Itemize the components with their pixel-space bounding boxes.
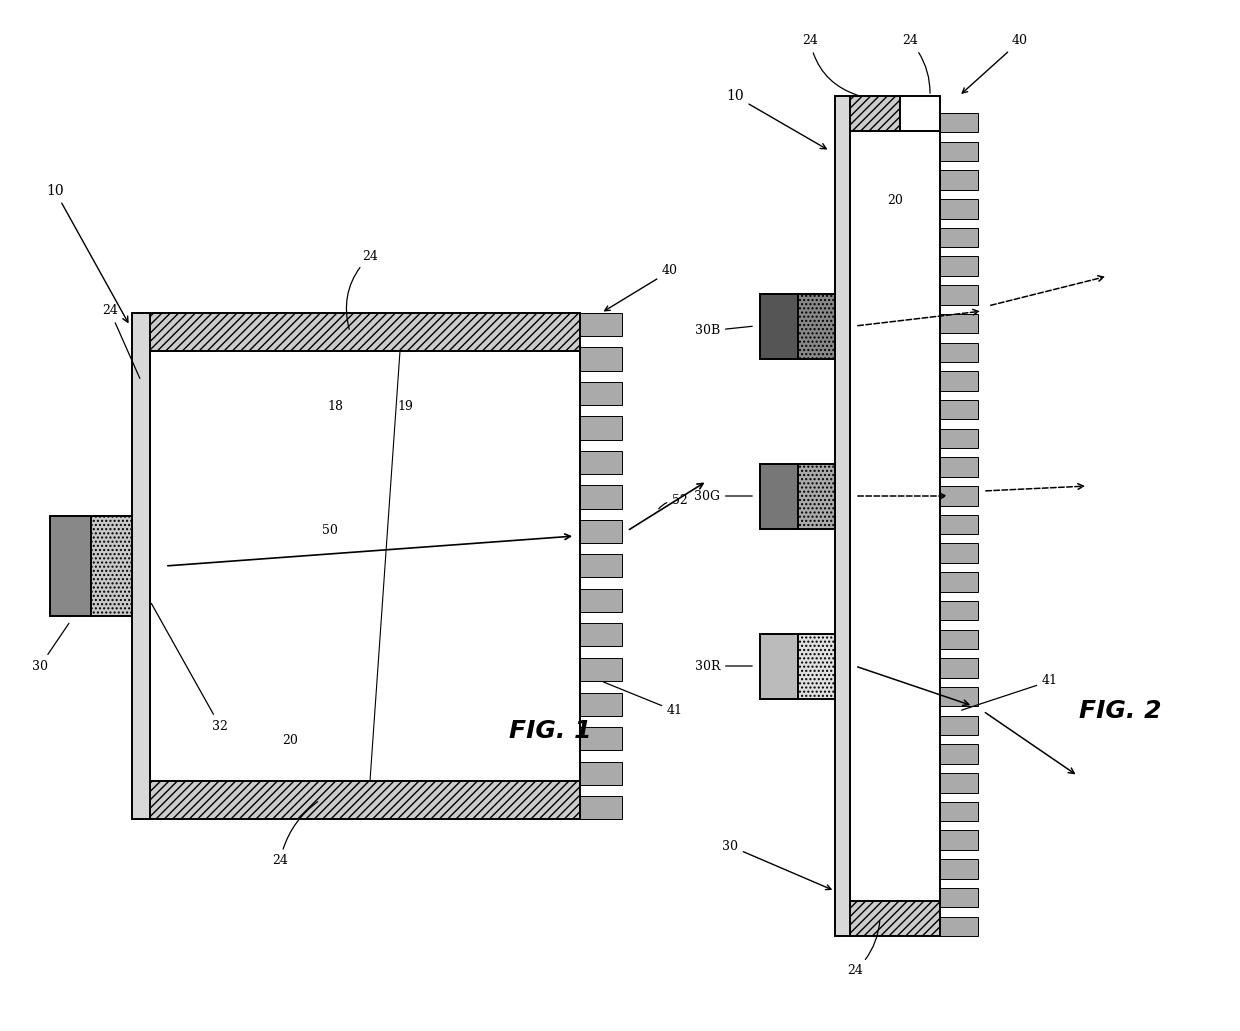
Bar — [580, 417, 622, 439]
Bar — [580, 624, 622, 646]
Bar — [940, 141, 978, 161]
Text: 30: 30 — [722, 839, 831, 890]
Bar — [580, 451, 622, 474]
Bar — [580, 555, 622, 577]
Bar — [797, 294, 835, 359]
Bar — [580, 693, 622, 716]
Bar — [580, 796, 622, 819]
Bar — [940, 744, 978, 764]
Bar — [940, 572, 978, 592]
Bar — [940, 228, 978, 247]
Text: FIG. 1: FIG. 1 — [508, 719, 591, 743]
Text: 30: 30 — [32, 624, 69, 672]
Bar — [940, 658, 978, 677]
Bar — [580, 520, 622, 543]
Text: 20: 20 — [887, 195, 903, 207]
Bar — [940, 773, 978, 793]
Bar — [940, 313, 978, 333]
Text: 18: 18 — [327, 399, 343, 412]
Text: 24: 24 — [901, 34, 930, 93]
Bar — [580, 589, 622, 612]
Bar — [940, 371, 978, 391]
Bar — [899, 96, 940, 131]
Bar — [940, 802, 978, 822]
Text: FIG. 2: FIG. 2 — [1079, 699, 1161, 723]
Bar — [940, 170, 978, 190]
Bar — [940, 716, 978, 735]
Text: 10: 10 — [46, 184, 128, 323]
Bar — [940, 917, 978, 936]
Text: 40: 40 — [605, 265, 678, 310]
Bar — [940, 601, 978, 621]
Bar — [580, 486, 622, 508]
Bar — [150, 313, 580, 351]
Text: 24: 24 — [847, 922, 879, 977]
Bar — [940, 888, 978, 907]
Bar — [849, 96, 899, 131]
Bar — [849, 131, 940, 901]
Text: 30R: 30R — [694, 660, 753, 672]
Text: 40: 40 — [962, 34, 1028, 93]
Bar — [940, 687, 978, 706]
Text: 20: 20 — [281, 734, 298, 747]
Bar — [580, 658, 622, 681]
Bar — [580, 347, 622, 370]
Bar — [91, 516, 131, 616]
Text: 24: 24 — [102, 304, 140, 378]
Text: 41: 41 — [962, 674, 1058, 710]
Bar — [940, 458, 978, 476]
Bar — [849, 901, 940, 936]
Bar — [940, 859, 978, 878]
Bar — [940, 486, 978, 505]
Text: 24: 24 — [346, 250, 378, 329]
Bar — [760, 294, 797, 359]
Text: 24: 24 — [272, 802, 317, 867]
Bar — [940, 400, 978, 420]
Bar — [940, 113, 978, 132]
Bar — [580, 313, 622, 336]
Text: 30B: 30B — [694, 325, 753, 337]
Text: 24: 24 — [802, 34, 857, 95]
Bar — [940, 257, 978, 276]
Text: 30G: 30G — [694, 490, 753, 502]
Bar — [50, 516, 91, 616]
Bar — [940, 630, 978, 648]
Text: 32: 32 — [151, 603, 228, 732]
Text: 50: 50 — [322, 525, 339, 537]
Text: 41: 41 — [604, 683, 683, 718]
Text: 52: 52 — [658, 495, 688, 509]
Bar — [940, 514, 978, 534]
Bar — [760, 464, 797, 529]
Bar — [940, 429, 978, 448]
Text: 10: 10 — [727, 89, 826, 148]
Bar — [835, 96, 849, 936]
Bar — [797, 464, 835, 529]
Bar — [940, 830, 978, 850]
Text: 19: 19 — [397, 399, 413, 412]
Bar — [580, 762, 622, 785]
Bar — [940, 286, 978, 304]
Bar — [150, 351, 580, 781]
Bar — [797, 633, 835, 698]
Bar — [580, 727, 622, 750]
Bar — [150, 781, 580, 819]
Bar — [940, 342, 978, 362]
Bar — [940, 199, 978, 219]
Bar — [580, 383, 622, 405]
Bar — [940, 543, 978, 563]
Bar — [760, 633, 797, 698]
Bar — [131, 313, 150, 819]
